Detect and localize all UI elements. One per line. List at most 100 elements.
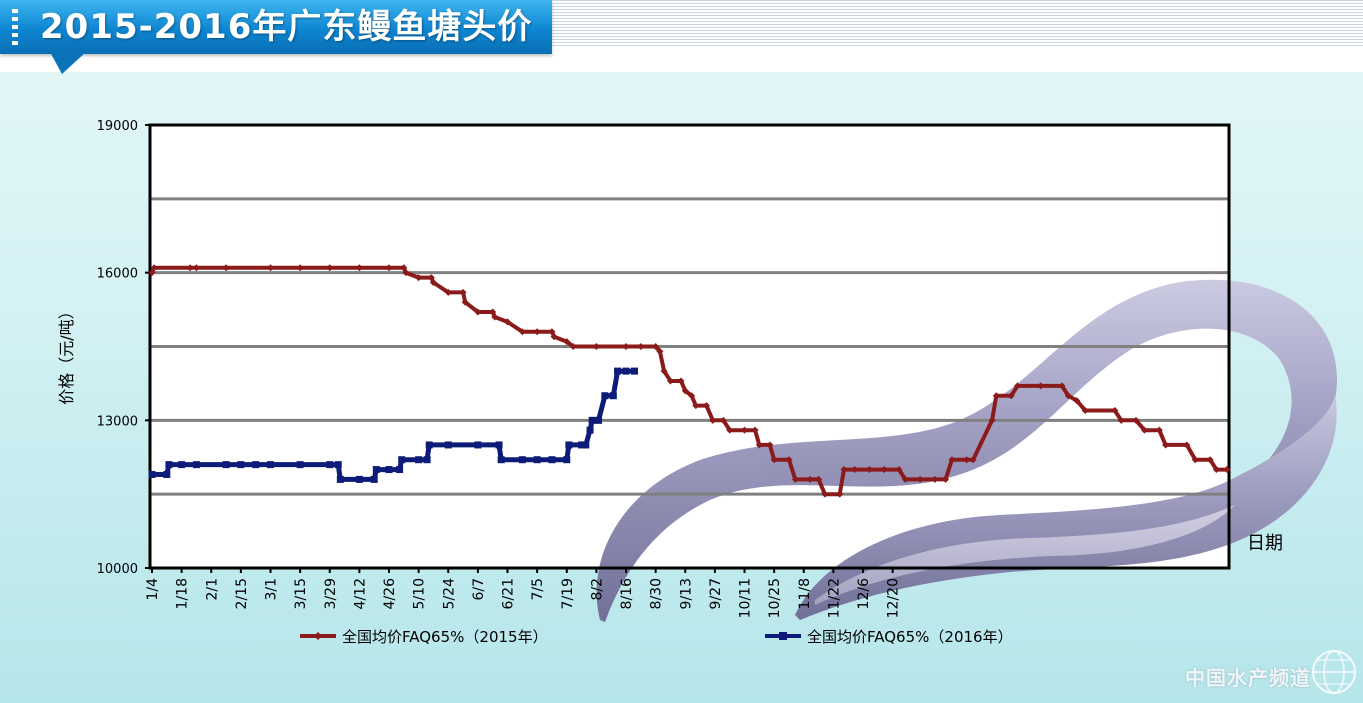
data-point	[601, 392, 609, 400]
data-point	[702, 402, 710, 410]
data-point	[578, 441, 586, 449]
data-point	[688, 392, 696, 400]
legend-marker	[314, 632, 322, 640]
data-point	[148, 269, 156, 277]
data-point	[916, 475, 924, 483]
data-point	[1155, 426, 1163, 434]
data-point	[586, 426, 594, 434]
data-point	[666, 377, 674, 385]
data-point	[1037, 382, 1045, 390]
data-point	[770, 456, 778, 464]
data-point	[660, 367, 668, 375]
data-point	[296, 264, 304, 272]
data-point	[550, 333, 558, 341]
data-point	[148, 470, 156, 478]
x-tick-label: 2/15	[234, 578, 250, 609]
data-point	[396, 466, 404, 474]
x-axis-label: 日期	[1247, 533, 1283, 554]
data-point	[592, 343, 600, 350]
x-tick-label: 6/21	[501, 578, 517, 609]
eel-illustration	[596, 279, 1338, 622]
data-point	[741, 426, 749, 434]
legend: 全国均价FAQ65%（2015年） 全国均价FAQ65%（2016年）	[300, 628, 1013, 646]
data-point	[355, 264, 363, 272]
data-point	[334, 461, 342, 469]
data-point	[751, 426, 759, 434]
data-point	[1206, 456, 1214, 464]
x-tick-label: 7/5	[530, 578, 546, 601]
watermark-text: 中国水产频道	[1185, 666, 1311, 690]
data-point	[504, 318, 512, 326]
data-point	[495, 441, 503, 449]
data-point	[992, 392, 1000, 400]
y-tick-label: 19000	[97, 119, 138, 134]
data-point	[267, 264, 275, 272]
data-point	[1162, 441, 1170, 449]
data-point	[963, 456, 971, 464]
data-point	[766, 441, 774, 449]
data-point	[840, 466, 848, 474]
data-point	[880, 466, 888, 474]
data-point	[677, 377, 685, 385]
x-tick-label: 1/4	[145, 578, 161, 601]
y-axis: 10000 13000 16000 19000	[97, 119, 150, 577]
data-point	[163, 470, 171, 478]
x-tick-label: 11/22	[826, 578, 842, 618]
data-point	[931, 475, 939, 483]
x-tick-label: 4/26	[382, 578, 398, 610]
data-point	[548, 456, 556, 464]
x-tick-label: 8/30	[649, 578, 665, 609]
data-point	[595, 416, 603, 424]
data-point	[400, 264, 408, 272]
data-point	[609, 392, 617, 400]
y-tick-label: 13000	[97, 414, 138, 429]
data-point	[719, 416, 727, 424]
data-point	[326, 461, 334, 469]
x-tick-label: 3/1	[264, 578, 280, 601]
data-point	[427, 274, 435, 282]
x-tick-label: 5/24	[441, 578, 457, 610]
data-point	[988, 416, 996, 424]
data-point	[588, 416, 596, 424]
data-point	[563, 456, 571, 464]
data-point	[565, 441, 573, 449]
x-tick-label: 3/15	[293, 578, 309, 609]
data-point	[681, 387, 689, 395]
data-point	[1058, 382, 1066, 390]
data-point	[385, 466, 393, 474]
data-point	[186, 264, 194, 272]
title-dots-decoration	[12, 9, 18, 47]
data-point	[491, 313, 499, 321]
x-tick-label: 8/2	[589, 578, 605, 601]
data-point	[533, 328, 541, 336]
y-tick-label: 16000	[97, 267, 138, 282]
y-tick-label: 10000	[97, 562, 138, 577]
data-point	[178, 461, 186, 469]
x-tick-label: 12/6	[856, 578, 872, 610]
legend-label: 全国均价FAQ65%（2016年）	[807, 628, 1013, 646]
data-point	[192, 461, 200, 469]
data-point	[444, 288, 452, 296]
data-point	[614, 367, 622, 375]
data-point	[355, 475, 363, 483]
series-line-2015	[150, 265, 1227, 497]
data-point	[429, 279, 437, 287]
data-point	[237, 461, 245, 469]
x-axis: 1/4 1/18 2/1 2/15 3/1 3/15 3/29 4/12 4/26 5/10 5/2…	[145, 568, 902, 618]
data-point	[1117, 416, 1125, 424]
x-tick-label: 7/19	[560, 578, 576, 609]
data-point	[461, 298, 469, 306]
globe-icon	[1312, 650, 1356, 694]
data-point	[622, 343, 630, 350]
data-point	[1183, 441, 1191, 449]
data-point	[518, 328, 526, 336]
data-point	[1223, 466, 1231, 474]
data-point	[1073, 397, 1081, 405]
x-tick-label: 2/1	[204, 578, 220, 601]
data-point	[326, 264, 334, 272]
data-point	[791, 475, 799, 483]
data-point	[622, 367, 630, 375]
data-point	[1191, 456, 1199, 464]
data-point	[222, 461, 230, 469]
x-tick-label: 11/8	[797, 578, 813, 609]
